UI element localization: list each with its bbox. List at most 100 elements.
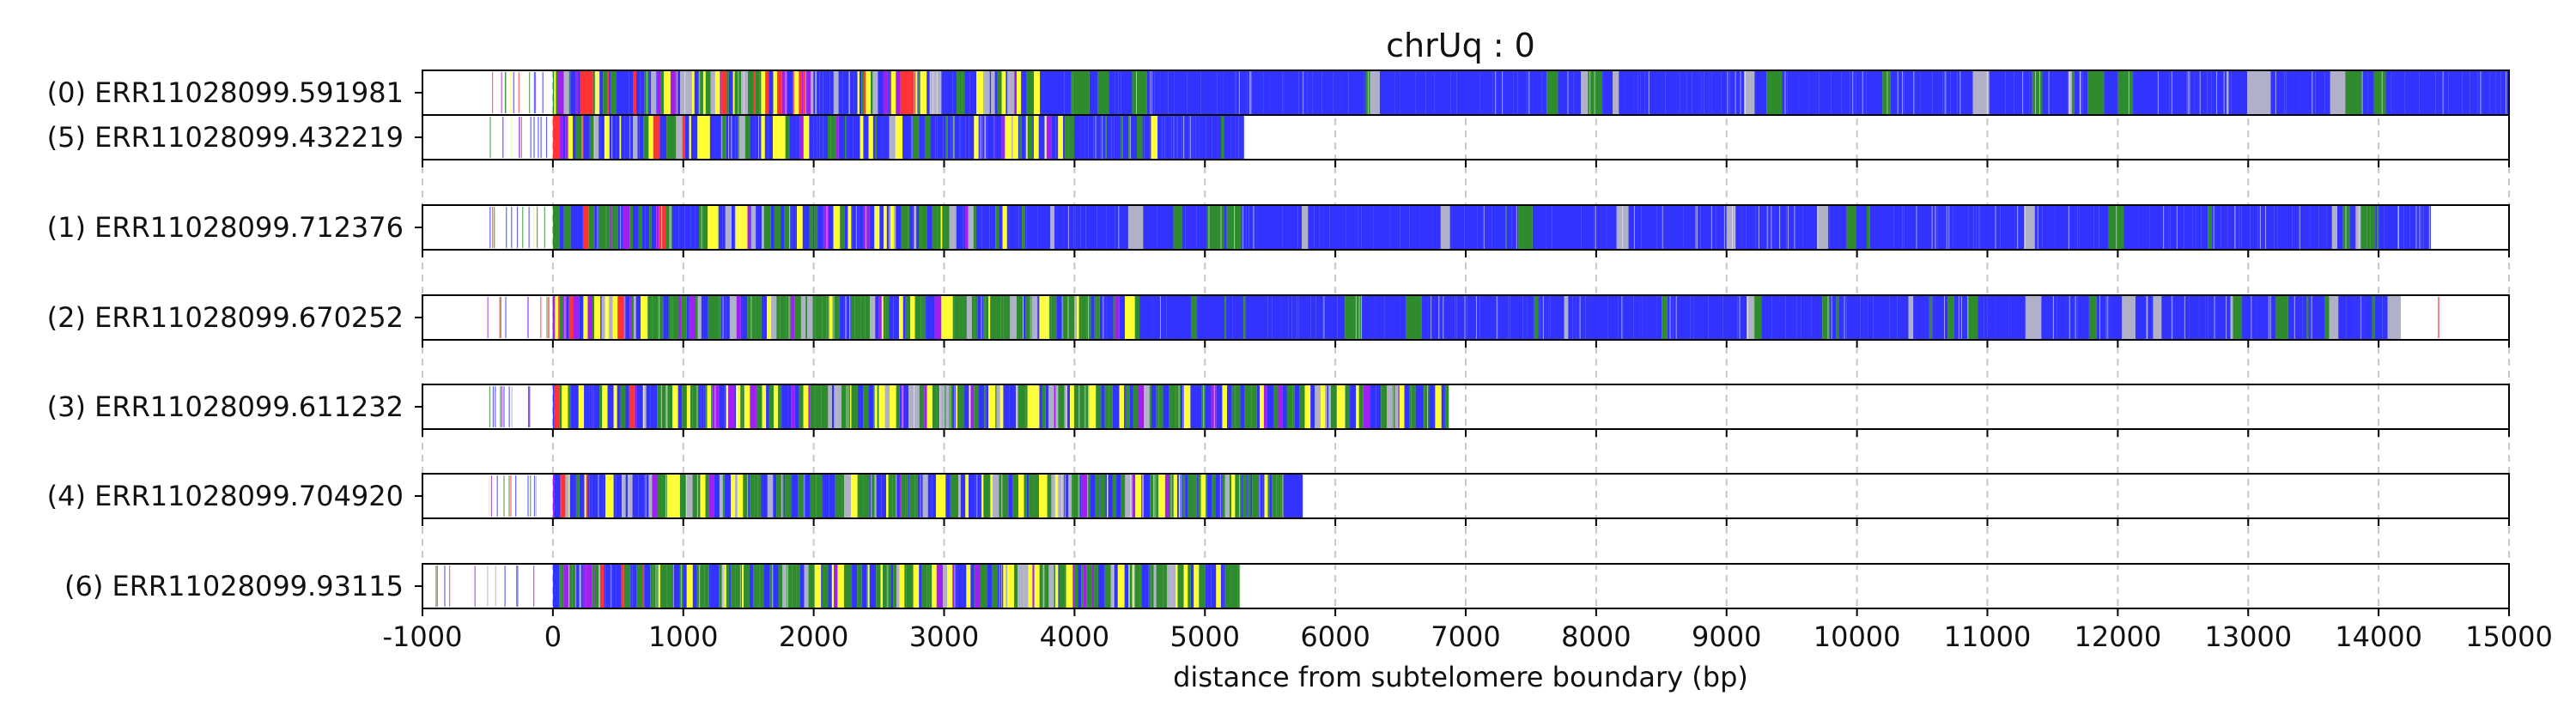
read-segment bbox=[1511, 205, 1519, 250]
read-segment bbox=[878, 295, 882, 340]
read-segment bbox=[583, 295, 588, 340]
read-segment bbox=[1215, 474, 1222, 518]
read-segment bbox=[791, 384, 795, 429]
read-segment bbox=[1324, 384, 1327, 429]
read-segment bbox=[861, 564, 867, 608]
read-segment bbox=[2349, 205, 2356, 250]
read-segment bbox=[676, 115, 683, 160]
read-segment bbox=[2482, 70, 2490, 115]
read-segment bbox=[935, 115, 938, 160]
read-segment bbox=[930, 115, 936, 160]
read-segment bbox=[658, 564, 660, 608]
read-segment bbox=[796, 115, 799, 160]
read-segment bbox=[1218, 115, 1221, 160]
read-segment bbox=[759, 564, 764, 608]
read-segment bbox=[982, 115, 985, 160]
read-segment bbox=[1673, 295, 1686, 340]
read-segment bbox=[907, 70, 910, 115]
read-segment bbox=[883, 70, 889, 115]
read-segment bbox=[1127, 205, 1144, 250]
read-segment bbox=[1607, 295, 1610, 340]
read-segment bbox=[1237, 564, 1241, 608]
read-segment bbox=[819, 115, 823, 160]
read-segment bbox=[1319, 205, 1330, 250]
read-segment bbox=[886, 474, 889, 518]
read-segment bbox=[2104, 70, 2107, 115]
read-segment bbox=[574, 384, 579, 429]
read-panel: (0) ERR11028099.591981(5) ERR11028099.43… bbox=[47, 70, 2510, 167]
read-segment bbox=[1090, 474, 1096, 518]
read-segment bbox=[636, 384, 643, 429]
read-segment bbox=[803, 115, 810, 160]
read-segment bbox=[2117, 70, 2134, 115]
read-segment bbox=[662, 474, 667, 518]
read-segment bbox=[708, 205, 714, 250]
read-segment bbox=[2294, 205, 2299, 250]
read-segment bbox=[2196, 205, 2202, 250]
read-segment bbox=[1156, 564, 1163, 608]
read-segment bbox=[886, 205, 890, 250]
read-segment bbox=[1467, 295, 1480, 340]
read-segment bbox=[2404, 70, 2420, 115]
read-segment bbox=[1085, 205, 1097, 250]
read-segment bbox=[731, 115, 736, 160]
read-segment bbox=[560, 474, 562, 518]
read-segment bbox=[978, 115, 981, 160]
read-segment bbox=[1115, 205, 1128, 250]
read-segment bbox=[1634, 70, 1638, 115]
read-segment bbox=[1299, 384, 1305, 429]
read-segment bbox=[666, 115, 673, 160]
read-segment bbox=[1074, 295, 1078, 340]
read-segment bbox=[1000, 295, 1004, 340]
read-segment bbox=[1361, 295, 1376, 340]
read-segment bbox=[1267, 384, 1274, 429]
read-segment bbox=[609, 564, 617, 608]
read-segment bbox=[988, 295, 991, 340]
read-segment bbox=[1068, 115, 1074, 160]
read-segment bbox=[1242, 115, 1244, 160]
read-segment bbox=[965, 115, 969, 160]
read-segment bbox=[1205, 564, 1208, 608]
read-segment bbox=[592, 295, 595, 340]
read-segment bbox=[648, 115, 653, 160]
read-segment bbox=[987, 115, 994, 160]
read-segment bbox=[1034, 70, 1041, 115]
read-segment bbox=[984, 70, 990, 115]
read-segment bbox=[2087, 70, 2105, 115]
read-segment bbox=[698, 384, 702, 429]
read-segment bbox=[575, 70, 579, 115]
read-segment bbox=[950, 474, 957, 518]
read-segment bbox=[2397, 205, 2400, 250]
read-segment bbox=[959, 295, 963, 340]
read-segment bbox=[873, 384, 875, 429]
read-segment bbox=[848, 70, 850, 115]
read-segment bbox=[1051, 115, 1056, 160]
read-segment bbox=[1220, 564, 1224, 608]
x-tick-label: 5000 bbox=[1170, 620, 1240, 653]
read-segment bbox=[954, 115, 960, 160]
read-segment bbox=[1492, 205, 1506, 250]
read-segment bbox=[686, 564, 693, 608]
read-segment bbox=[1429, 384, 1434, 429]
read-segment bbox=[1151, 384, 1157, 429]
read-segment bbox=[1846, 205, 1856, 250]
read-segment bbox=[956, 384, 957, 429]
read-segment bbox=[829, 205, 834, 250]
read-segment bbox=[1721, 70, 1730, 115]
read-segment bbox=[864, 70, 866, 115]
read-segment bbox=[1329, 205, 1346, 250]
read-segment bbox=[973, 205, 976, 250]
read-segment bbox=[1032, 384, 1035, 429]
read-segment bbox=[568, 70, 571, 115]
read-segment bbox=[1003, 384, 1010, 429]
read-segment bbox=[974, 384, 979, 429]
read-segment bbox=[1573, 70, 1582, 115]
read-segment bbox=[836, 384, 841, 429]
read-segment bbox=[822, 474, 829, 518]
read-segment bbox=[881, 474, 887, 518]
read-segment bbox=[837, 564, 844, 608]
read-segment bbox=[2374, 295, 2383, 340]
read-segment bbox=[1838, 295, 1847, 340]
read-segment bbox=[602, 564, 605, 608]
read-segment bbox=[645, 205, 650, 250]
